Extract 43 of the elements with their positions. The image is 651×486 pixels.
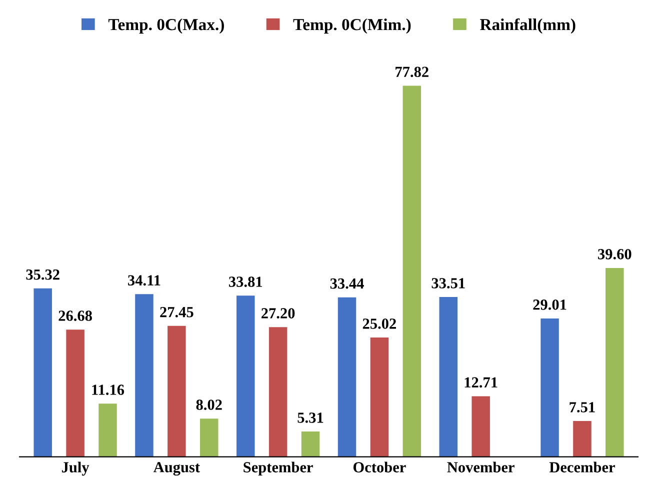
data-label: 33.51 [432, 278, 465, 288]
bar [439, 297, 458, 457]
data-label: 26.68 [58, 310, 92, 321]
bar [66, 330, 84, 457]
bar [98, 404, 117, 457]
legend-label: Temp. 0C(Mim.) [293, 18, 411, 34]
legend-label: Rainfall(mm) [480, 18, 576, 34]
data-label: 5.31 [298, 412, 324, 423]
data-label: 27.20 [262, 308, 295, 319]
bar [472, 396, 490, 457]
legend-label: Temp. 0C(Max.) [108, 18, 224, 34]
bar [268, 327, 288, 457]
x-tick-label: November [447, 462, 514, 472]
data-label: 12.71 [464, 377, 498, 388]
x-tick-label: August [153, 462, 200, 476]
data-label: 25.02 [362, 318, 396, 329]
x-tick-label: July [62, 462, 90, 476]
bar [168, 326, 186, 457]
data-label: 33.44 [330, 278, 364, 289]
data-label: 35.32 [26, 269, 60, 280]
bar [540, 318, 559, 457]
bar [236, 296, 255, 457]
bar [606, 268, 624, 457]
bar [402, 86, 422, 457]
data-label: 33.81 [229, 276, 262, 287]
bar [34, 288, 52, 457]
data-label: 11.16 [92, 384, 124, 396]
x-tick-label: December [549, 462, 615, 472]
x-tick-label: September [244, 462, 313, 476]
data-label: 39.60 [598, 249, 632, 260]
data-label: 7.51 [570, 402, 595, 412]
data-label: 27.45 [160, 306, 194, 318]
bar [370, 338, 389, 457]
data-label: 77.82 [396, 66, 428, 78]
x-tick-label: October [353, 462, 406, 472]
data-label: 29.01 [533, 300, 566, 310]
bar [301, 432, 320, 457]
bar [338, 297, 356, 457]
bar [200, 418, 218, 457]
data-label: 8.02 [196, 400, 222, 410]
bar [573, 421, 592, 457]
data-label: 34.11 [128, 275, 160, 286]
bar [135, 294, 154, 457]
